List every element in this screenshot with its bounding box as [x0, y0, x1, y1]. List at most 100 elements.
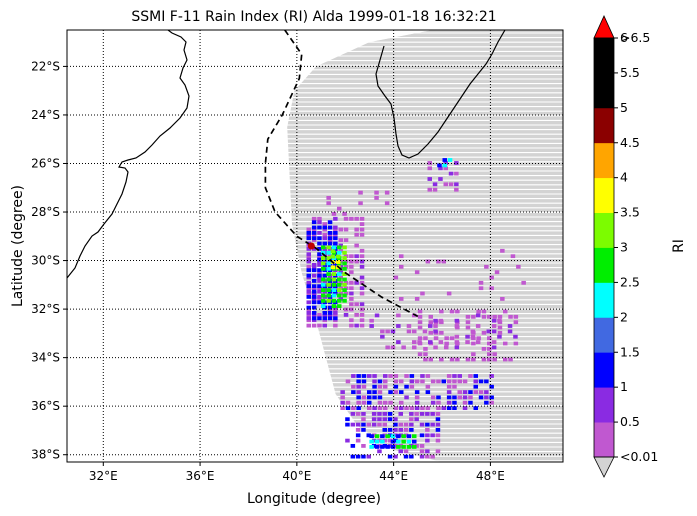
rain-pixel [428, 314, 433, 319]
rain-pixel [398, 433, 403, 438]
rain-pixel [321, 277, 326, 282]
rain-pixel [311, 273, 317, 278]
y-tick-label: 24°S [31, 108, 60, 122]
rain-pixel [338, 270, 343, 275]
rain-pixel [340, 390, 345, 394]
rain-pixel [337, 293, 342, 298]
rain-pixel [311, 279, 317, 283]
madagascar-coastline [375, 30, 506, 159]
rain-pixel [349, 323, 354, 328]
rain-pixel [326, 256, 331, 260]
rain-pixel [406, 445, 412, 449]
rain-pixel [321, 304, 326, 308]
rain-pixel [513, 334, 518, 339]
rain-pixel [419, 449, 425, 454]
rain-pixel [412, 340, 417, 344]
rain-pixel [452, 384, 457, 389]
rain-pixel [438, 318, 444, 323]
rain-pixel [481, 314, 487, 319]
colorbar-bin [594, 177, 614, 213]
rain-pixel [412, 445, 417, 449]
rain-pixel [508, 357, 513, 362]
rain-pixel [377, 406, 383, 410]
rain-pixel [356, 395, 361, 400]
rain-pixel [331, 272, 337, 276]
rain-pixel [403, 454, 409, 459]
rain-pixel [432, 187, 438, 192]
rain-pixel [306, 295, 311, 299]
rain-pixel [513, 320, 519, 325]
rain-pixel [436, 406, 441, 410]
rain-pixel [446, 395, 452, 400]
rain-pixel [497, 325, 503, 330]
colorbar-tick-label: 5 [620, 100, 628, 115]
rain-pixel [494, 270, 500, 275]
rain-pixel [425, 406, 431, 410]
rain-pixel [322, 236, 327, 241]
rain-pixel [311, 289, 317, 294]
rain-pixel [471, 314, 476, 319]
rain-pixel [393, 390, 399, 394]
rain-pixel [317, 286, 322, 291]
rain-pixel [349, 264, 354, 269]
rain-pixel [349, 216, 354, 221]
rain-pixel [331, 245, 337, 250]
rain-pixel [333, 241, 338, 246]
rain-pixel [342, 293, 347, 298]
colorbar-bin [594, 352, 614, 388]
rain-pixel [383, 379, 388, 384]
rain-pixel [317, 273, 322, 278]
rain-pixel [492, 314, 497, 319]
rain-pixel [425, 374, 431, 378]
rain-pixel [417, 340, 422, 344]
rain-pixel [359, 259, 365, 264]
rain-pixel [508, 314, 513, 319]
rain-pixel [428, 330, 433, 335]
colorbar-tick-label: 1 [620, 379, 628, 394]
rain-pixel [327, 236, 333, 241]
rain-pixel [369, 439, 374, 444]
rain-pixel [311, 284, 317, 289]
rain-pixel [446, 406, 452, 410]
rain-pixel [371, 433, 377, 438]
rain-pixel [349, 302, 354, 307]
rain-pixel [497, 318, 502, 323]
rain-pixel [401, 345, 406, 350]
rain-pixel [331, 298, 337, 303]
rain-pixel [317, 284, 322, 289]
rain-pixel [425, 433, 430, 438]
rain-pixel [471, 341, 476, 346]
rain-pixel [383, 406, 388, 410]
rain-pixel [435, 412, 441, 416]
coastline [67, 30, 506, 279]
rain-pixel [361, 444, 366, 448]
rain-pixel [322, 313, 327, 317]
x-tick-label: 40°E [282, 469, 311, 483]
rain-pixel [366, 454, 371, 459]
rain-pixel [491, 345, 497, 350]
rain-pixel [489, 374, 494, 378]
rain-pixel [427, 187, 432, 192]
rain-pixel [455, 309, 460, 314]
rain-pixel [371, 417, 377, 422]
rain-pixel [425, 390, 431, 394]
rain-pixel [359, 323, 365, 328]
rain-pixel [359, 302, 365, 307]
rain-pixel [425, 449, 430, 454]
rain-pixel [317, 241, 322, 246]
rain-pixel [462, 406, 468, 410]
rain-pixel [317, 252, 322, 257]
rain-pixel [361, 400, 367, 405]
plot-frame [66, 29, 564, 463]
y-tick-label: 38°S [31, 448, 60, 462]
rain-pixel [331, 288, 337, 292]
rain-pixel [317, 316, 322, 321]
rain-pixel [366, 422, 371, 427]
rain-pixel [355, 422, 361, 427]
rain-pixel [409, 454, 414, 459]
rain-pixel [399, 379, 404, 384]
rain-pixel [374, 434, 380, 439]
rain-pixel [417, 314, 423, 319]
x-tick-label: 48°E [476, 469, 505, 483]
rain-pixel [333, 225, 338, 230]
